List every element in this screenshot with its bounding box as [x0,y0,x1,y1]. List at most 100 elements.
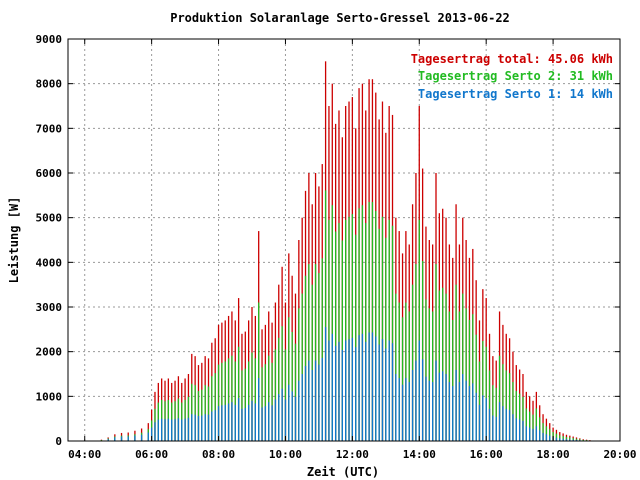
bar [227,403,230,441]
bar [502,406,504,441]
bar [411,369,414,441]
bar [294,396,297,441]
bar [241,370,243,441]
bar [505,370,507,441]
bar [375,336,377,441]
bar [150,427,153,441]
bar [388,219,390,441]
bar [318,364,320,441]
bar [452,319,454,441]
bar [258,378,260,441]
bar [201,415,203,441]
bar [575,438,578,441]
bar [515,418,517,441]
bar [378,228,380,441]
bar [475,334,477,441]
bar [468,319,471,441]
bar [361,333,364,441]
x-axis: 04:00 06:00 08:00 10:00 12:00 14:00 16:00 18:00… [68,39,637,461]
bar [569,439,571,441]
bar [415,360,417,441]
bar [161,418,163,441]
bar [361,205,364,441]
bar [114,437,116,441]
bar [532,428,534,441]
legend: Tagesertrag total: 45.06 kWh Tagesertrag… [411,52,613,101]
bar [311,369,313,441]
bar [411,284,414,441]
bar [569,437,571,441]
bar [248,361,250,441]
bar [348,216,350,441]
bars-layer [100,61,591,442]
bar [385,348,387,441]
bar [261,367,263,441]
bar [565,439,568,441]
bar [555,437,558,441]
bar [251,352,253,441]
bar [258,302,260,441]
y-tick-label: 2000 [36,346,63,359]
bar [291,391,293,441]
bar [381,216,384,441]
bar [244,368,246,441]
bar [512,414,514,441]
y-tick-label: 7000 [36,122,63,135]
series-1 [100,190,591,441]
bar [525,408,527,441]
bar [542,423,544,441]
bar [217,364,220,441]
bar [381,339,384,441]
bar [248,404,250,441]
bar [301,374,303,441]
bar [525,426,527,441]
bar [304,275,307,441]
bar [281,388,283,441]
bar [147,432,149,441]
bar [191,383,193,441]
bar [405,302,407,441]
bar [211,411,213,441]
bar [539,417,541,441]
bar [207,414,210,441]
bar [532,414,534,441]
bar [355,347,357,441]
bar [582,439,584,441]
bar [107,439,109,441]
bar [298,380,300,441]
bar [328,340,330,441]
bar [231,355,233,441]
bar [278,337,280,441]
bar [237,398,240,441]
y-tick-label: 0 [55,435,62,448]
bar [154,422,156,441]
bar [291,332,293,441]
bar [204,385,206,441]
bar [194,385,196,441]
bar [559,438,561,441]
bar [264,406,267,441]
y-tick-label: 3000 [36,301,63,314]
bar [334,345,337,441]
bar [545,426,548,441]
bar [224,404,226,441]
bar [331,333,333,441]
x-tick-label: 16:00 [470,448,503,461]
bar [391,225,394,441]
bar [555,433,558,441]
bar [197,415,200,441]
bar [171,419,173,441]
y-tick-label: 4000 [36,256,63,269]
bar [134,435,136,441]
bar [355,234,357,441]
bar [395,374,397,441]
bar [442,287,444,441]
bar [572,439,574,441]
bar [244,407,246,441]
bar [264,364,267,441]
plot-frame [67,38,621,442]
bar [274,349,277,441]
bar [545,434,548,441]
bar [488,408,491,441]
bar [421,359,424,441]
